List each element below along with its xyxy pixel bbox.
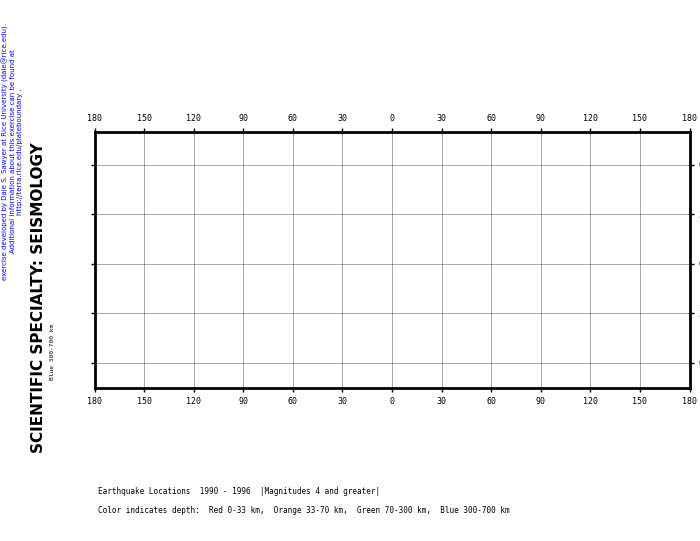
- Text: Blue 300-700 km: Blue 300-700 km: [50, 324, 55, 380]
- Text: Earthquake Locations  1990 - 1996  |Magnitudes 4 and greater|: Earthquake Locations 1990 - 1996 |Magnit…: [98, 487, 380, 496]
- Text: SCIENTIFIC SPECIALTY: SEISMOLOGY: SCIENTIFIC SPECIALTY: SEISMOLOGY: [31, 142, 46, 453]
- Text: Color indicates depth:  Red 0-33 km,  Orange 33-70 km,  Green 70-300 km,  Blue 3: Color indicates depth: Red 0-33 km, Oran…: [98, 506, 510, 515]
- Text: This map is part of "Discovering Plate Boundaries," a classroom
exercise develop: This map is part of "Discovering Plate B…: [0, 23, 22, 280]
